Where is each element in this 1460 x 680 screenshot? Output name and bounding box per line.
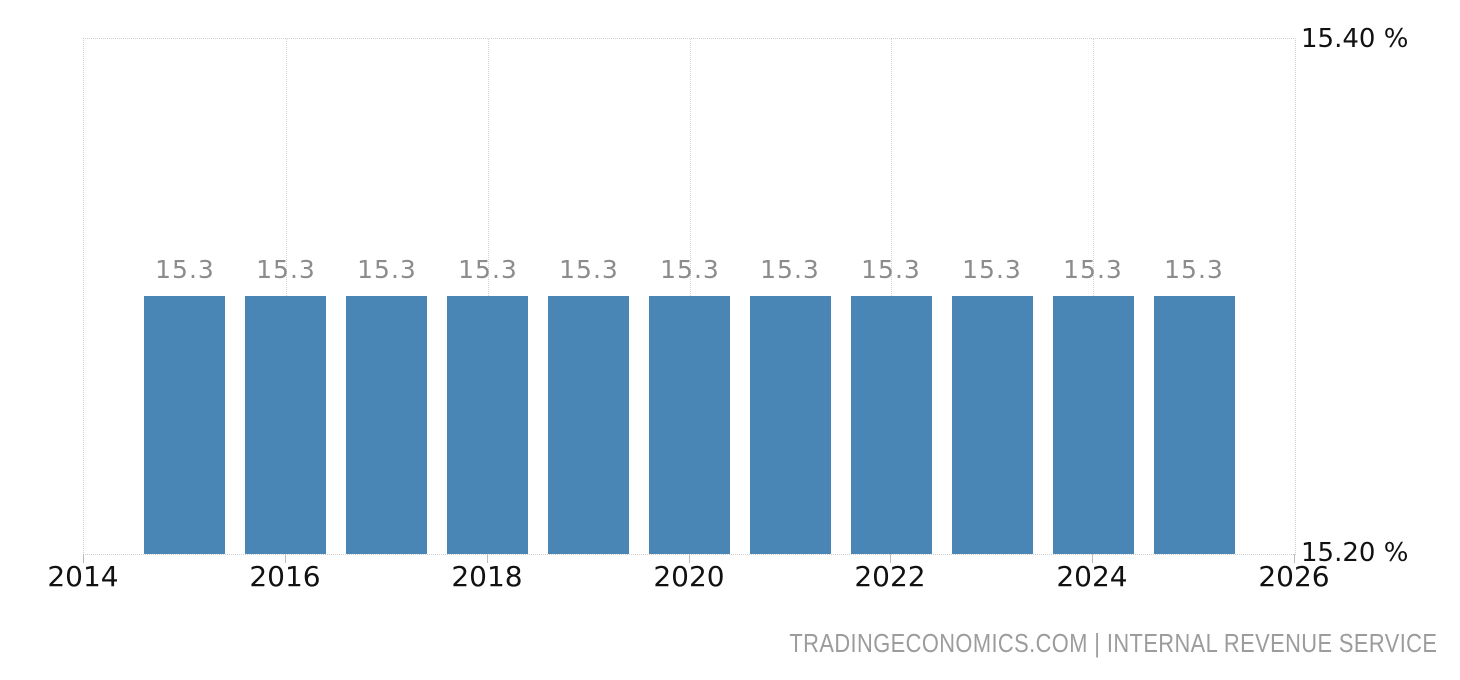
bar-value-label-2025: 15.3 — [1164, 255, 1224, 284]
bar-value-label-2020: 15.3 — [660, 255, 720, 284]
bar-value-label-2015: 15.3 — [155, 255, 215, 284]
x-axis-label-2024: 2024 — [1056, 560, 1128, 593]
bar-value-label-2017: 15.3 — [357, 255, 417, 284]
bar-value-label-2019: 15.3 — [559, 255, 619, 284]
x-axis-label-2020: 2020 — [653, 560, 725, 593]
bar-2017[interactable] — [346, 296, 427, 554]
x-axis-tick-2018 — [487, 554, 488, 563]
bar-2015[interactable] — [144, 296, 225, 554]
x-axis-tick-2024 — [1092, 554, 1093, 563]
bar-2019[interactable] — [548, 296, 629, 554]
x-axis-tick-2014 — [83, 554, 84, 563]
x-axis-label-2026: 2026 — [1258, 560, 1330, 593]
bar-2022[interactable] — [851, 296, 932, 554]
x-axis-label-2018: 2018 — [451, 560, 523, 593]
y-axis-label-max: 15.40 % — [1301, 24, 1409, 54]
bar-value-label-2023: 15.3 — [962, 255, 1022, 284]
bar-value-label-2016: 15.3 — [256, 255, 316, 284]
x-axis-tick-2020 — [689, 554, 690, 563]
x-axis-label-2022: 2022 — [854, 560, 926, 593]
bar-value-label-2021: 15.3 — [760, 255, 820, 284]
x-axis-label-2014: 2014 — [47, 560, 119, 593]
x-axis-tick-2026 — [1294, 554, 1295, 563]
bar-value-label-2024: 15.3 — [1063, 255, 1123, 284]
bar-2021[interactable] — [750, 296, 831, 554]
bar-2016[interactable] — [245, 296, 326, 554]
x-axis-tick-2022 — [890, 554, 891, 563]
attribution-text: TRADINGECONOMICS.COM | INTERNAL REVENUE … — [789, 628, 1437, 658]
bar-value-label-2018: 15.3 — [458, 255, 518, 284]
bar-2018[interactable] — [447, 296, 528, 554]
bar-2024[interactable] — [1053, 296, 1134, 554]
y-axis-label-min: 15.20 % — [1301, 538, 1409, 568]
bar-2025[interactable] — [1154, 296, 1235, 554]
x-axis-tick-2016 — [285, 554, 286, 563]
bar-2023[interactable] — [952, 296, 1033, 554]
bar-value-label-2022: 15.3 — [861, 255, 921, 284]
x-axis-label-2016: 2016 — [249, 560, 321, 593]
plot-area: 15.3 15.3 15.3 15.3 15.3 15.3 15.3 15.3 15.3 15.3… — [83, 38, 1296, 555]
bar-2020[interactable] — [649, 296, 730, 554]
